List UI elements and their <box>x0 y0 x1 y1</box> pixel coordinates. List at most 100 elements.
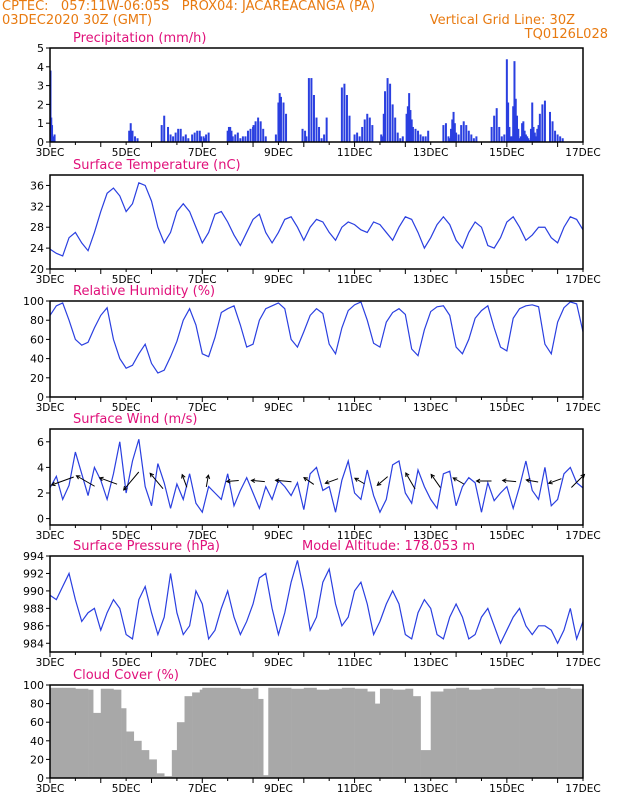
wind-arrow <box>51 476 74 486</box>
cloud-cover-column <box>121 708 127 778</box>
precip-bar <box>498 126 501 142</box>
wind-arrow-head <box>430 473 436 479</box>
precip-bar <box>384 91 387 142</box>
x-date-label: 5DEC <box>112 274 141 286</box>
panel-frame <box>49 174 584 270</box>
precip-bar <box>517 128 520 142</box>
precip-bar <box>526 136 529 142</box>
precip-bar <box>274 134 277 142</box>
x-date-label: 17DEC <box>565 147 600 159</box>
precip-bar <box>174 132 177 142</box>
x-date-label: 9DEC <box>264 147 293 159</box>
wind-arrow-head <box>205 474 211 480</box>
wind-arrow <box>149 473 164 489</box>
precip-bar <box>535 136 538 142</box>
y-tick-label: 20 <box>30 753 44 766</box>
wind-arrow-head <box>452 477 458 482</box>
precip-bar <box>312 95 315 142</box>
header-model-code: TQ0126L028 <box>524 27 608 42</box>
cloud-cover-column <box>544 688 558 778</box>
precip-bar <box>262 128 265 142</box>
y-tick-label: 984 <box>23 637 44 650</box>
y-tick-label: 1 <box>37 117 44 130</box>
wind-arrow-head <box>274 478 280 483</box>
precip-bar <box>301 128 304 142</box>
x-date-label: 7DEC <box>188 530 217 542</box>
precip-bar <box>207 132 210 142</box>
precip-bar <box>510 136 513 142</box>
wind-arrow <box>181 474 188 488</box>
precip-bar <box>160 125 163 142</box>
precip-bar <box>406 106 409 142</box>
precip-bar <box>259 121 262 142</box>
wind-arrow-head <box>405 472 410 477</box>
wind-arrow-head <box>98 476 104 482</box>
precip-bar <box>460 125 463 142</box>
x-date-label: 17DEC <box>565 783 600 795</box>
x-date-label: 11DEC <box>337 274 372 286</box>
panel-title: Surface Temperature (nC) <box>73 158 241 173</box>
precip-bar <box>200 136 203 142</box>
precip-bar <box>521 123 524 142</box>
cloud-cover-column <box>126 731 135 778</box>
precip-bar <box>427 130 430 142</box>
precip-bar <box>177 128 180 142</box>
precip-bar <box>386 78 389 142</box>
precip-bar <box>167 126 170 142</box>
x-date-label: 3DEC <box>36 657 65 669</box>
precip-bar <box>556 134 559 142</box>
x-date-label: 11DEC <box>337 783 372 795</box>
precip-bar <box>368 117 371 142</box>
wind-arrow <box>205 475 209 487</box>
cloud-cover-column <box>253 687 259 778</box>
cloud-cover-column <box>303 687 317 778</box>
cloud-cover-column <box>405 688 414 778</box>
x-date-label: 13DEC <box>413 657 448 669</box>
precip-bar <box>381 136 384 142</box>
cloud-cover-column <box>227 687 241 778</box>
precip-bar <box>527 138 530 142</box>
panel-4 <box>46 555 584 657</box>
precip-bar <box>462 121 465 142</box>
precip-bar <box>551 121 554 142</box>
precip-bar <box>455 132 458 142</box>
precip-bar <box>410 119 413 142</box>
precip-bar <box>179 128 182 142</box>
precip-bar <box>472 138 475 142</box>
precip-bar <box>424 136 427 142</box>
precip-bar <box>537 125 540 142</box>
precip-bar <box>475 136 478 142</box>
header-date: 03DEC2020 30Z (GMT) <box>2 13 153 28</box>
wind-arrow-head <box>475 478 481 484</box>
precip-bar <box>541 104 544 142</box>
precip-bar <box>361 126 364 142</box>
precip-bar <box>513 61 516 142</box>
x-date-label: 5DEC <box>112 530 141 542</box>
x-date-label: 17DEC <box>565 274 600 286</box>
y-tick-label: 40 <box>30 353 44 366</box>
precip-bar <box>409 110 412 142</box>
y-tick-label: 3 <box>37 80 44 93</box>
cloud-cover-column <box>164 776 173 778</box>
wind-arrow-head <box>547 479 553 485</box>
y-tick-label: 80 <box>30 698 44 711</box>
precip-bar <box>323 134 326 142</box>
precip-bar <box>234 134 237 142</box>
cloud-cover-column <box>392 689 406 778</box>
precip-bar <box>405 113 408 142</box>
cloud-cover-column <box>156 773 165 778</box>
y-tick-label: 60 <box>30 333 44 346</box>
precip-bar <box>408 93 411 142</box>
x-date-label: 11DEC <box>337 402 372 414</box>
precip-bar <box>131 130 134 142</box>
cloud-cover-column <box>354 688 368 778</box>
precip-bar <box>191 134 194 142</box>
cloud-cover-column <box>278 687 292 778</box>
cloud-cover-column <box>430 691 444 778</box>
precip-bar <box>399 138 402 142</box>
y-tick-label: 988 <box>23 602 44 615</box>
precip-bar <box>371 125 374 142</box>
precip-bar <box>366 113 369 142</box>
x-date-label: 9DEC <box>264 783 293 795</box>
precip-bar <box>320 138 323 142</box>
